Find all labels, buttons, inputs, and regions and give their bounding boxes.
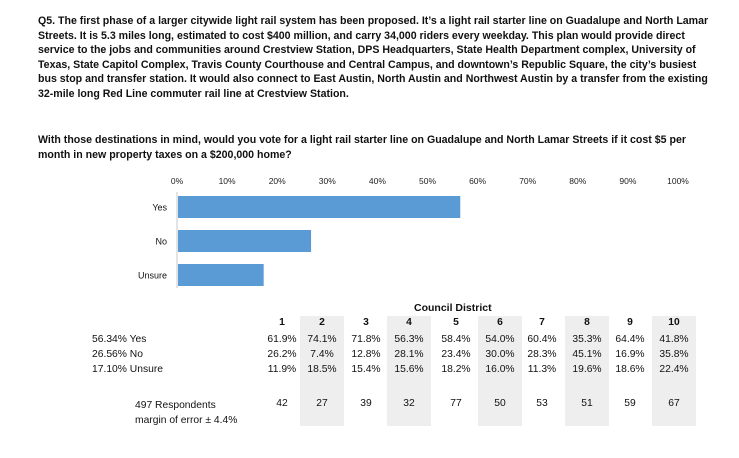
- table-cell: 18.5%: [307, 364, 337, 375]
- table-cell: 45.1%: [572, 349, 602, 360]
- district-header: 9: [627, 317, 633, 328]
- row-label: 56.34% Yes: [92, 334, 147, 345]
- table-cell: 28.3%: [527, 349, 557, 360]
- table-cell: 30.0%: [485, 349, 515, 360]
- district-header: 5: [453, 317, 459, 328]
- column-shade: [565, 316, 609, 426]
- x-tick-label: 0%: [171, 176, 184, 186]
- table-cell: 18.2%: [441, 364, 471, 375]
- table-cell: 35.3%: [572, 334, 602, 345]
- bar-unsure: [178, 264, 264, 286]
- table-title: Council District: [414, 302, 492, 314]
- table-cell: 11.3%: [527, 364, 557, 375]
- table-cell: 35.8%: [659, 349, 689, 360]
- district-header: 1: [279, 317, 285, 328]
- table-cell: 60.4%: [527, 334, 557, 345]
- district-header: 6: [497, 317, 503, 328]
- respondents-block: 497 Respondents margin of error ± 4.4%: [135, 398, 237, 428]
- respondents-cell: 39: [360, 398, 372, 409]
- x-tick-label: 20%: [269, 176, 286, 186]
- category-label: Yes: [152, 203, 167, 213]
- table-cell: 74.1%: [307, 334, 337, 345]
- table-cell: 16.9%: [615, 349, 645, 360]
- bar-no: [178, 230, 312, 252]
- x-tick-label: 70%: [519, 176, 536, 186]
- row-label: 17.10% Unsure: [92, 364, 163, 375]
- table-cell: 54.0%: [485, 334, 515, 345]
- column-shade: [300, 316, 344, 426]
- x-tick-label: 50%: [419, 176, 436, 186]
- respondents-cell: 50: [494, 398, 506, 409]
- table-cell: 41.8%: [659, 334, 689, 345]
- x-tick-label: 30%: [319, 176, 336, 186]
- respondents-cell: 53: [536, 398, 548, 409]
- table-cell: 61.9%: [267, 334, 297, 345]
- table-cell: 64.4%: [615, 334, 645, 345]
- column-shade: [387, 316, 431, 426]
- question-text: Q5. The first phase of a larger citywide…: [38, 15, 709, 100]
- x-tick-label: 90%: [619, 176, 636, 186]
- table-cell: 18.6%: [615, 364, 645, 375]
- table-cell: 7.4%: [310, 349, 334, 360]
- table-cell: 22.4%: [659, 364, 689, 375]
- table-cell: 16.0%: [485, 364, 515, 375]
- table-cell: 26.2%: [267, 349, 297, 360]
- category-label: Unsure: [138, 271, 167, 281]
- row-label: 26.56% No: [92, 349, 143, 360]
- question-prompt: With those destinations in mind, would y…: [38, 134, 686, 161]
- table-cell: 11.9%: [267, 364, 297, 375]
- respondents-cell: 51: [581, 398, 593, 409]
- bar-yes: [178, 196, 461, 218]
- x-tick-label: 10%: [219, 176, 236, 186]
- bar-chart: 0% 10% 20% 30% 40% 50% 60% 70% 80% 90% 100% Yes No Un…: [138, 176, 689, 288]
- column-shade: [478, 316, 522, 426]
- district-header: 7: [539, 317, 545, 328]
- district-header: 8: [584, 317, 590, 328]
- table-cell: 58.4%: [441, 334, 471, 345]
- margin-of-error: margin of error ± 4.4%: [135, 415, 238, 426]
- category-label: No: [155, 237, 167, 247]
- respondents-cell: 77: [450, 398, 462, 409]
- table-cell: 28.1%: [394, 349, 424, 360]
- district-header: 4: [406, 317, 412, 328]
- respondents-cell: 32: [403, 398, 415, 409]
- x-tick-label: 80%: [569, 176, 586, 186]
- respondents-label: 497 Respondents: [135, 400, 216, 411]
- x-tick-label: 100%: [667, 176, 689, 186]
- respondents-cell: 42: [276, 398, 288, 409]
- table-cell: 19.6%: [572, 364, 602, 375]
- respondents-cell: 27: [316, 398, 328, 409]
- x-tick-label: 40%: [369, 176, 386, 186]
- table-cell: 23.4%: [441, 349, 471, 360]
- table-cell: 56.3%: [394, 334, 424, 345]
- respondents-cell: 59: [624, 398, 636, 409]
- x-tick-label: 60%: [469, 176, 486, 186]
- district-header: 10: [668, 317, 680, 328]
- table-cell: 15.4%: [351, 364, 381, 375]
- district-header: 2: [319, 317, 325, 328]
- table-cell: 12.8%: [351, 349, 381, 360]
- respondents-cell: 67: [668, 398, 680, 409]
- table-cell: 15.6%: [394, 364, 424, 375]
- district-header: 3: [363, 317, 369, 328]
- table-cell: 71.8%: [351, 334, 381, 345]
- column-shade: [652, 316, 696, 426]
